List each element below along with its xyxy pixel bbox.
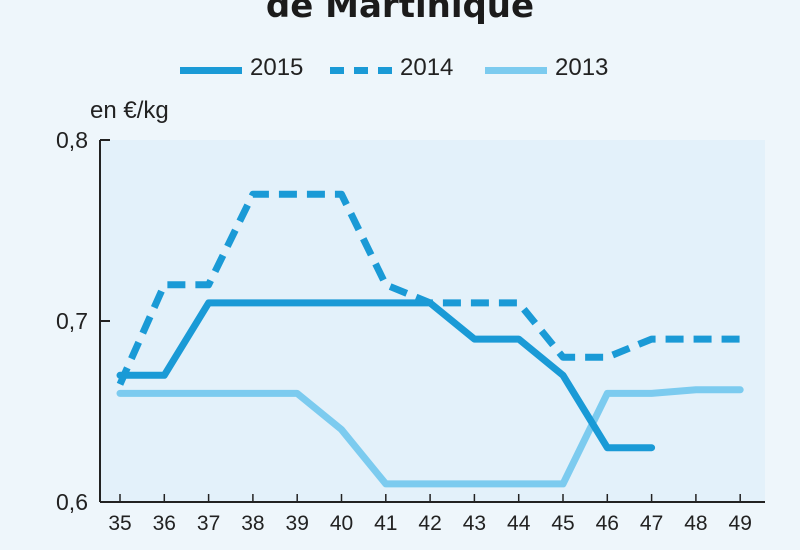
x-tick-label: 37	[197, 512, 220, 535]
x-tick-label: 35	[108, 512, 131, 535]
x-tick-label: 44	[507, 512, 531, 535]
y-tick-label: 0,7	[56, 308, 88, 334]
legend-swatch-2015	[180, 67, 242, 74]
x-tick-label: 46	[596, 512, 619, 535]
x-tick-label: 38	[241, 512, 264, 535]
x-tick-label: 42	[418, 512, 441, 535]
x-tick-label: 45	[551, 512, 574, 535]
x-tick-label: 48	[684, 512, 707, 535]
x-tick-label: 49	[729, 512, 752, 535]
x-tick-label: 40	[330, 512, 353, 535]
series-line-2013	[116, 386, 744, 488]
y-tick-label: 0,6	[56, 489, 88, 515]
legend-swatch-2013	[485, 67, 547, 74]
chart-title: de Martinique	[265, 0, 535, 26]
x-tick-label: 41	[374, 512, 397, 535]
series-line-2015	[116, 299, 656, 452]
series-layer	[116, 190, 744, 488]
x-tick-label: 36	[153, 512, 176, 535]
legend-swatch-2014	[330, 67, 392, 74]
plot-background	[100, 140, 765, 502]
y-tick-label: 0,8	[56, 127, 88, 153]
legend-label-2015: 2015	[250, 54, 304, 81]
axis-layer: 0,8 0,7 0,6 35 36 37 38 39 40 41 42 43 44 45 46 47 48 49	[56, 127, 765, 535]
y-axis-unit-label: en €/kg	[90, 97, 169, 124]
legend: 2015 2014 2013	[0, 52, 800, 86]
legend-label-2014: 2014	[400, 54, 454, 81]
x-tick-label: 47	[640, 512, 663, 535]
x-tick-label: 43	[463, 512, 486, 535]
x-tick-label: 39	[286, 512, 309, 535]
legend-label-2013: 2013	[555, 54, 609, 81]
